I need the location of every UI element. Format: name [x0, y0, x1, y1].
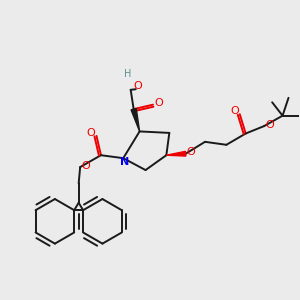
- Text: O: O: [154, 98, 163, 108]
- Text: O: O: [265, 120, 274, 130]
- Text: O: O: [81, 160, 90, 171]
- Text: O: O: [187, 147, 195, 157]
- Polygon shape: [166, 151, 186, 156]
- Text: O: O: [230, 106, 239, 116]
- Text: O: O: [134, 81, 142, 91]
- Polygon shape: [131, 108, 140, 131]
- Text: O: O: [87, 128, 95, 138]
- Text: N: N: [119, 157, 129, 167]
- Text: H: H: [124, 69, 131, 80]
